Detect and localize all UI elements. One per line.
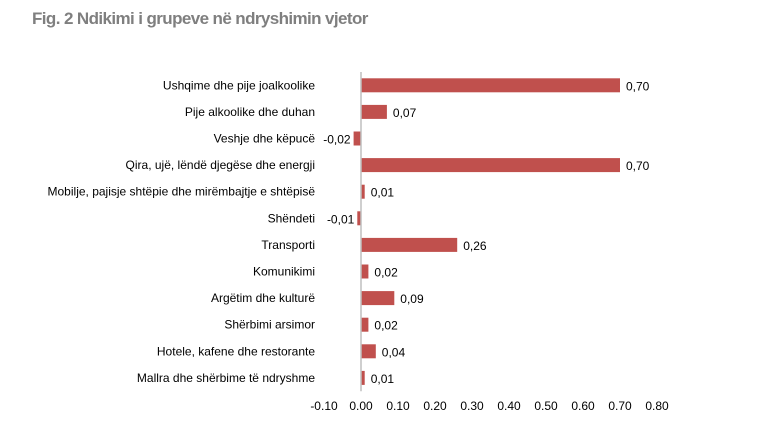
data-label: 0,04: [382, 345, 406, 359]
x-tick-label: 0.60: [571, 399, 595, 413]
x-tick-label: -0.10: [310, 399, 338, 413]
category-label: Ushqime dhe pije joalkoolike: [163, 78, 315, 92]
category-label: Mallra dhe shërbime të ndryshme: [137, 371, 315, 385]
bar: [361, 344, 376, 359]
category-label: Pije alkoolike dhe duhan: [185, 105, 315, 119]
data-label: 0,01: [371, 186, 395, 200]
bar: [361, 237, 458, 252]
x-tick-label: 0.20: [423, 399, 447, 413]
x-tick-label: 0.10: [386, 399, 410, 413]
category-label: Veshje dhe këpucë: [214, 132, 316, 146]
data-label: 0,07: [393, 106, 417, 120]
data-label: 0,26: [463, 239, 487, 253]
bar: [361, 158, 620, 173]
data-label: 0,01: [371, 372, 395, 386]
category-label: Transporti: [261, 238, 315, 252]
chart-title: Fig. 2 Ndikimi i grupeve në ndryshimin v…: [32, 9, 368, 28]
x-tick-label: 0.80: [645, 399, 669, 413]
x-tick-label: 0.30: [460, 399, 484, 413]
category-label: Hotele, kafene dhe restorante: [157, 344, 315, 358]
bar: [361, 317, 369, 332]
category-label: Shëndeti: [268, 211, 315, 225]
bar: [361, 104, 387, 119]
data-label: 0,02: [374, 266, 398, 280]
x-tick-label: 0.70: [608, 399, 632, 413]
category-label: Qira, ujë, lëndë djegëse dhe energji: [126, 158, 315, 172]
bar: [361, 264, 369, 279]
data-label: -0,01: [327, 212, 355, 226]
x-tick-label: 0.50: [534, 399, 558, 413]
x-tick-label: 0.40: [497, 399, 521, 413]
data-label: 0,09: [400, 292, 424, 306]
data-label: 0,70: [626, 79, 650, 93]
bar: [361, 291, 395, 306]
bar: [353, 131, 361, 146]
bar: [361, 78, 620, 93]
data-label: -0,02: [323, 133, 351, 147]
category-label: Argëtim dhe kulturë: [211, 291, 315, 305]
category-label: Mobilje, pajisje shtëpie dhe mirëmbajtje…: [48, 185, 316, 199]
bar: [357, 211, 361, 226]
bar: [361, 184, 365, 199]
x-tick-label: 0.00: [349, 399, 373, 413]
bar: [361, 370, 365, 385]
data-label: 0,02: [374, 319, 398, 333]
category-label: Komunikimi: [253, 265, 315, 279]
category-label: Shërbimi arsimor: [224, 318, 315, 332]
data-label: 0,70: [626, 159, 650, 173]
